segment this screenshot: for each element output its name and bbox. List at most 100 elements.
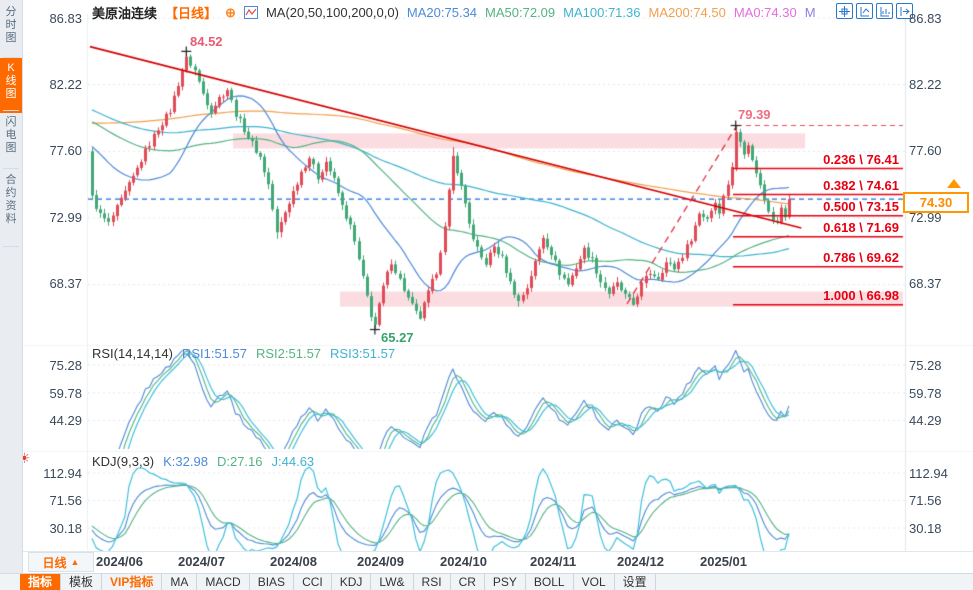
kdj-d-value: D:27.16 — [216, 454, 263, 469]
y-tick-right: 72.99 — [909, 210, 942, 225]
x-tick: 2024/08 — [270, 554, 317, 569]
kdj-tick-right: 71.56 — [909, 493, 942, 508]
ma200-value: MA200:74.50 — [648, 5, 726, 20]
x-tick: 2024/10 — [440, 554, 487, 569]
kdj-tick-left: 30.18 — [49, 521, 82, 536]
x-tick: 2024/06 — [96, 554, 143, 569]
ma100-value: MA100:71.36 — [563, 5, 641, 20]
x-tick: 2024/07 — [178, 554, 225, 569]
rsi-tick-right: 75.28 — [909, 358, 942, 373]
swing-high-label: 79.39 — [738, 107, 771, 122]
fib-level-label: 0.500 \ 73.15 — [823, 199, 899, 214]
toolbar-item-ma[interactable]: MA — [162, 574, 198, 590]
y-tick-right: 68.37 — [909, 276, 942, 291]
y-tick-left: 68.37 — [49, 276, 82, 291]
kdj-tick-right: 112.94 — [909, 466, 948, 481]
toolbar-item-boll[interactable]: BOLL — [526, 574, 574, 590]
rsi-tick-right: 44.29 — [909, 413, 942, 428]
crosshair-icon[interactable] — [836, 3, 853, 19]
kdj-tick-left: 71.56 — [49, 493, 82, 508]
add-indicator-icon[interactable]: ⊕ — [225, 4, 236, 20]
rsi-tick-left: 75.28 — [49, 358, 82, 373]
rsi3-value: RSI3:51.57 — [330, 346, 396, 361]
rsi-header: RSI(14,14,14) RSI1:51.57 RSI2:51.57 RSI3… — [92, 346, 395, 361]
toolbar-item-cr[interactable]: CR — [451, 574, 485, 590]
rsi-tick-left: 59.78 — [49, 386, 82, 401]
period-select-label: 日线 — [42, 555, 67, 570]
sidebar-tab-lightning[interactable]: 闪电图 — [0, 112, 22, 171]
x-tick: 2024/11 — [530, 554, 577, 569]
chart-layout-controls — [836, 3, 913, 19]
toolbar-item-templates[interactable]: 模板 — [61, 574, 103, 590]
axis-chart-icon[interactable] — [856, 3, 873, 19]
sidebar-tab-timeshare[interactable]: 分时图 — [0, 2, 22, 58]
toolbar-item-psy[interactable]: PSY — [485, 574, 526, 590]
y-tick-right: 82.22 — [909, 77, 942, 92]
toolbar-item-macd[interactable]: MACD — [197, 574, 250, 590]
zigzag-chart-icon[interactable] — [243, 6, 258, 19]
kdj-tick-left: 112.94 — [43, 466, 82, 481]
y-tick-left: 86.83 — [49, 11, 82, 26]
y-tick-right: 77.60 — [909, 143, 942, 158]
sidebar-tab-contract-info[interactable]: 合约资料 — [0, 170, 22, 248]
sidebar-tab-kline[interactable]: K线图 — [0, 58, 22, 113]
divider — [3, 57, 19, 58]
pop-out-icon[interactable] — [896, 3, 913, 19]
indicator-toolbar: 指标 模板 VIP指标 MA MACD BIAS CCI KDJ LW& RSI… — [0, 573, 973, 590]
kdj-settings-label: KDJ(9,3,3) — [92, 454, 155, 469]
chart-header: 美原油连续 【日线】 ⊕ MA(20,50,100,200,0,0) MA20:… — [92, 3, 816, 22]
chevron-up-icon: ▲ — [70, 557, 80, 567]
toolbar-item-bias[interactable]: BIAS — [250, 574, 295, 590]
rsi-tick-right: 59.78 — [909, 386, 942, 401]
axis-chart-alt-icon[interactable] — [876, 3, 893, 19]
kdj-j-value: J:44.63 — [271, 454, 315, 469]
ma50-value: MA50:72.09 — [485, 5, 556, 20]
toolbar-item-indicators[interactable]: 指标 — [20, 574, 62, 590]
x-tick: 2024/12 — [617, 554, 664, 569]
swing-low-label: 65.27 — [381, 330, 414, 345]
rsi-settings-label: RSI(14,14,14) — [92, 346, 173, 361]
rsi1-value: RSI1:51.57 — [181, 346, 247, 361]
kdj-tick-right: 30.18 — [909, 521, 942, 536]
toolbar-item-lw[interactable]: LW& — [371, 574, 414, 590]
fib-level-label: 0.382 \ 74.61 — [823, 178, 899, 193]
kdj-k-value: K:32.98 — [163, 454, 208, 469]
x-tick: 2024/09 — [357, 554, 404, 569]
period-select-button[interactable]: 日线 ▲ — [28, 552, 94, 572]
x-tick: 2025/01 — [700, 554, 747, 569]
toolbar-item-cci[interactable]: CCI — [294, 574, 332, 590]
rsi2-value: RSI2:51.57 — [255, 346, 322, 361]
sidebar-tab-label: 闪电图 — [5, 116, 17, 154]
toolbar-item-settings[interactable]: 设置 — [615, 574, 656, 590]
current-price-tag: 74.30 — [903, 192, 969, 213]
divider — [0, 551, 973, 552]
rsi-tick-left: 44.29 — [49, 413, 82, 428]
toolbar-item-vol[interactable]: VOL — [574, 574, 615, 590]
toolbar-item-kdj[interactable]: KDJ — [332, 574, 372, 590]
y-tick-left: 82.22 — [49, 77, 82, 92]
y-tick-left: 77.60 — [49, 143, 82, 158]
divider — [3, 110, 19, 111]
period-label[interactable]: 【日线】 — [165, 6, 218, 21]
fib-level-label: 1.000 \ 66.98 — [823, 288, 899, 303]
left-sidebar: 分时图 K线图 闪电图 合约资料 — [0, 0, 23, 590]
toolbar-item-rsi[interactable]: RSI — [414, 574, 451, 590]
ma-settings-label: MA(20,50,100,200,0,0) — [265, 5, 399, 20]
ma-m-value: M — [804, 5, 816, 20]
y-tick-right: 86.83 — [909, 11, 942, 26]
sidebar-tab-label: K线图 — [5, 62, 17, 100]
sidebar-tab-label: 合约资料 — [5, 174, 17, 225]
symbol-title: 美原油连续 — [92, 6, 158, 21]
divider — [3, 168, 19, 169]
divider — [3, 246, 19, 247]
y-tick-left: 72.99 — [49, 210, 82, 225]
fib-level-label: 0.786 \ 69.62 — [823, 250, 899, 265]
kdj-header: KDJ(9,3,3) K:32.98 D:27.16 J:44.63 — [92, 454, 314, 469]
swing-high-label: 84.52 — [190, 34, 223, 49]
sidebar-tab-label: 分时图 — [5, 6, 17, 44]
ma0-value: MA0:74.30 — [733, 5, 797, 20]
fib-level-label: 0.618 \ 71.69 — [823, 220, 899, 235]
toolbar-item-vip-indicators[interactable]: VIP指标 — [102, 574, 163, 590]
